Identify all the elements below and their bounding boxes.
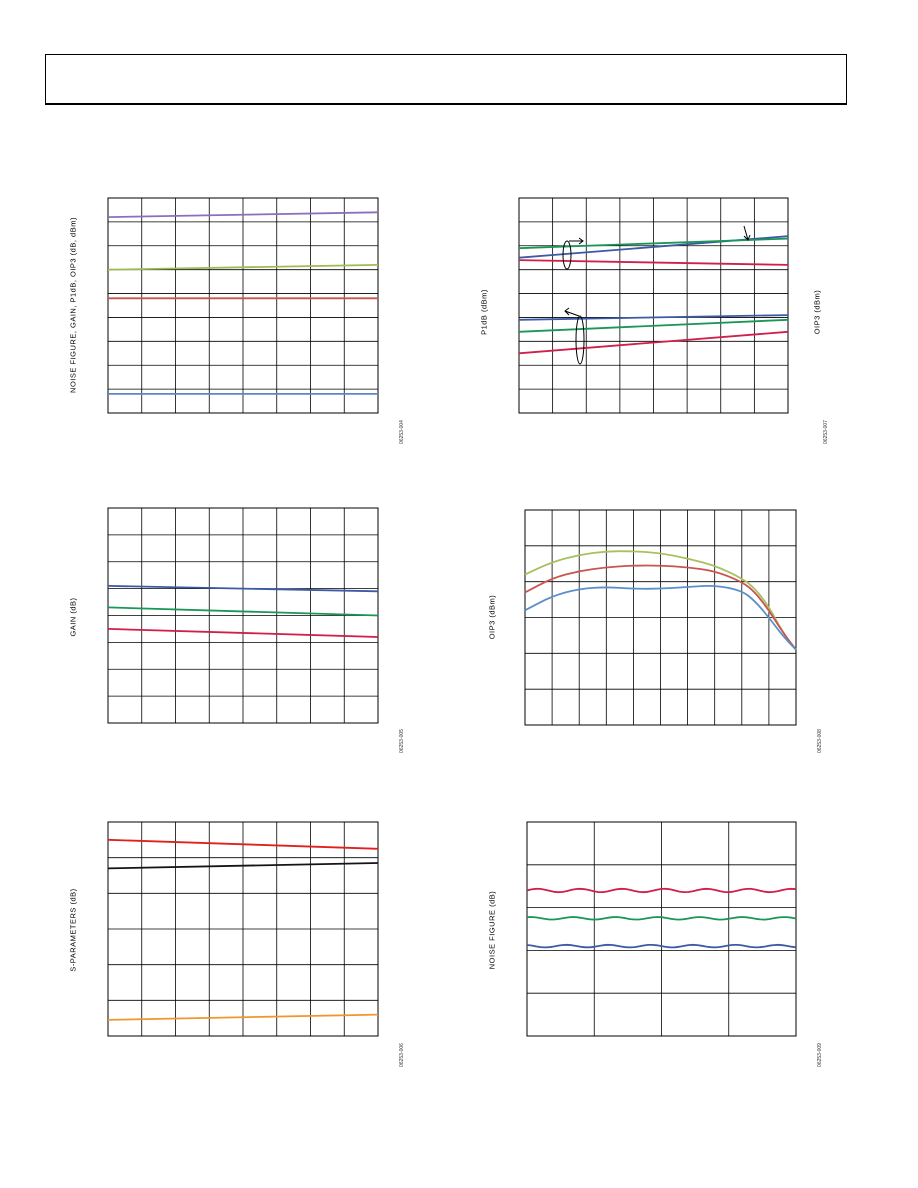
plot-frame: [107, 821, 379, 1037]
chart-noise-figure-ylabel: NOISE FIGURE (dB): [487, 890, 497, 970]
series-line-crimson: [518, 330, 789, 355]
series-line-rust: [524, 564, 797, 651]
chart-oip3-figure-id: 06253-008: [817, 729, 823, 753]
chart-p1db-oip3-y2label: OIP3 (dBm): [812, 289, 822, 335]
plot-frame: [107, 197, 379, 414]
chart-p1db-oip3-figure-id: 06253-007: [823, 420, 829, 444]
series-line-orange: [107, 1013, 379, 1021]
chart-noise-figure-figure-id: 06253-009: [817, 1043, 823, 1067]
grid: [519, 198, 788, 413]
series-line-gold: [524, 550, 797, 651]
series-line-sky: [524, 585, 797, 651]
arrow-down-icon: [743, 225, 751, 241]
series-line-green: [518, 318, 789, 333]
chart-p1db-oip3: [518, 197, 789, 414]
grid: [108, 198, 378, 413]
series-line-purple: [107, 211, 379, 218]
chart-oip3-ylabel: OIP3 (dBm): [487, 594, 497, 640]
grid: [525, 510, 796, 725]
chart-s-parameters: [107, 821, 379, 1037]
chart-oip3: [524, 509, 797, 726]
series-line-red: [107, 838, 379, 850]
series-line-green: [526, 916, 797, 921]
chart-s-parameters-figure-id: 06253-006: [399, 1043, 405, 1067]
grid: [108, 508, 378, 723]
series-line-olive: [107, 264, 379, 271]
page-header-box: [45, 54, 847, 105]
series-line-green: [107, 606, 379, 617]
plot-frame: [524, 509, 797, 726]
group-ellipse-lower: [575, 315, 585, 365]
chart-p1db-oip3-ylabel: P1dB (dBm): [479, 289, 489, 335]
chart-s-parameters-ylabel: S-PARAMETERS (dB): [68, 888, 78, 972]
grid: [527, 822, 796, 1036]
chart-gain: [107, 507, 379, 724]
series-line-crimson: [526, 887, 797, 894]
chart-noise-figure: [526, 821, 797, 1037]
chart-noise-figure-gain-p1db-oip3-ylabel: NOISE FIGURE, GAIN, P1dB, OIP3 (dB, dBm): [68, 217, 78, 393]
series-line-navy: [107, 585, 379, 593]
series-line-navy: [518, 314, 789, 321]
series-line-crimson: [107, 628, 379, 638]
chart-gain-figure-id: 06253-005: [399, 729, 405, 753]
arrow-right-icon: [569, 237, 584, 245]
series-line-navy: [526, 943, 797, 949]
chart-noise-figure-gain-p1db-oip3: [107, 197, 379, 414]
group-ellipse-upper: [562, 240, 572, 270]
arrow-left-icon: [564, 307, 580, 317]
series-line-black: [107, 862, 379, 870]
plot-frame: [518, 197, 789, 414]
grid: [108, 822, 378, 1036]
chart-noise-figure-gain-p1db-oip3-figure-id: 06253-004: [399, 420, 405, 444]
plot-frame: [526, 821, 797, 1037]
chart-gain-ylabel: GAIN (dB): [68, 597, 78, 637]
